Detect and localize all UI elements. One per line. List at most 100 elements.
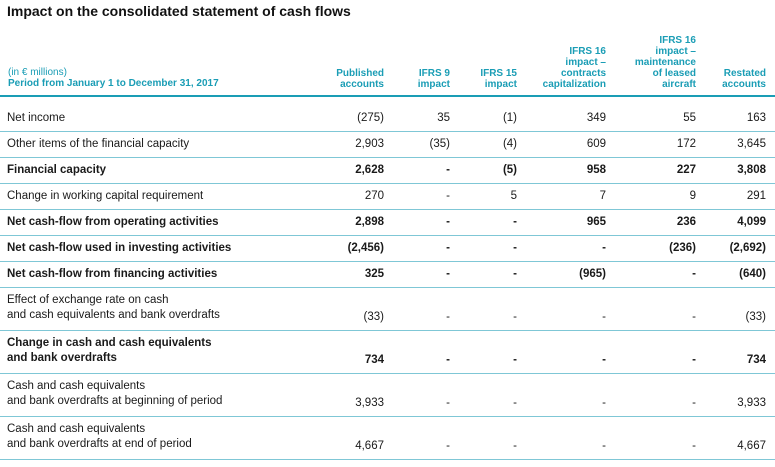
- cash-flow-table: Net income (275) 35 (1) 349 55 163 Other items …: [0, 106, 775, 460]
- table-cell: -: [513, 354, 517, 366]
- table-cell: 236: [676, 216, 696, 228]
- column-header-line: impact: [417, 79, 450, 90]
- row-label: Net cash-flow from operating activities: [7, 215, 219, 230]
- units-label: (in € millions): [8, 67, 67, 78]
- table-cell: (965): [579, 268, 606, 280]
- column-header-line: Restated: [723, 68, 766, 79]
- table-cell: (640): [739, 268, 766, 280]
- row-label-line: and bank overdrafts at beginning of peri…: [7, 395, 223, 407]
- row-label-line: Net cash-flow used in investing activiti…: [7, 242, 232, 254]
- column-header-ifrs15: IFRS 15 impact: [480, 68, 517, 90]
- column-header-ifrs16-maintenance: IFRS 16 impact – maintenance of leased aircr…: [635, 35, 696, 90]
- table-row: Cash and cash equivalents and bank overdr…: [0, 374, 775, 417]
- table-cell: (1): [502, 112, 517, 124]
- column-header-line: impact: [484, 79, 517, 90]
- table-cell: 227: [676, 164, 696, 176]
- table-cell: 2,898: [355, 216, 384, 228]
- table-cell: (2,692): [729, 242, 766, 254]
- table-cell: -: [513, 268, 517, 280]
- column-header-line: impact –: [655, 46, 696, 57]
- column-header-line: Published: [336, 68, 384, 79]
- table-cell: 163: [746, 112, 766, 124]
- row-label-line: Change in cash and cash equivalents: [7, 337, 212, 349]
- table-cell: -: [446, 311, 450, 323]
- row-label: Cash and cash equivalents and bank overdr…: [7, 379, 222, 409]
- page-title: Impact on the consolidated statement of …: [7, 3, 351, 19]
- column-header-ifrs16-contracts: IFRS 16 impact – contracts capitalization: [543, 46, 606, 90]
- table-cell: 4,667: [737, 440, 766, 452]
- table-cell: -: [513, 242, 517, 254]
- table-cell: 609: [586, 138, 606, 150]
- table-row: Change in working capital requirement 270…: [0, 184, 775, 210]
- table-cell: -: [692, 354, 696, 366]
- table-cell: -: [692, 268, 696, 280]
- row-label: Effect of exchange rate on cash and cash …: [7, 293, 220, 323]
- table-cell: 35: [437, 112, 450, 124]
- row-label: Net cash-flow used in investing activiti…: [7, 241, 231, 256]
- row-label-line: Cash and cash equivalents: [7, 380, 146, 392]
- table-cell: -: [446, 354, 450, 366]
- table-cell: -: [513, 311, 517, 323]
- table-row: Net cash-flow from operating activities 2…: [0, 210, 775, 236]
- table-row: Cash and cash equivalents and bank overdr…: [0, 417, 775, 460]
- table-cell: (2,456): [347, 242, 384, 254]
- row-label-line: and bank overdrafts: [7, 352, 117, 364]
- table-row: Other items of the financial capacity 2,9…: [0, 132, 775, 158]
- table-cell: -: [446, 242, 450, 254]
- table-cell: (275): [357, 112, 384, 124]
- table-cell: 2,628: [355, 164, 384, 176]
- table-cell: 2,903: [355, 138, 384, 150]
- column-header-line: IFRS 15: [480, 68, 517, 79]
- table-cell: -: [602, 397, 606, 409]
- table-cell: -: [602, 311, 606, 323]
- table-row: Net income (275) 35 (1) 349 55 163: [0, 106, 775, 132]
- row-label: Cash and cash equivalents and bank overdr…: [7, 422, 192, 452]
- table-cell: 3,808: [737, 164, 766, 176]
- column-header-line: aircraft: [662, 79, 696, 90]
- table-cell: 325: [364, 268, 384, 280]
- table-cell: (33): [745, 311, 766, 323]
- table-cell: -: [446, 190, 450, 202]
- table-row: Net cash-flow from financing activities 3…: [0, 262, 775, 288]
- table-cell: 9: [689, 190, 696, 202]
- table-row: Net cash-flow used in investing activiti…: [0, 236, 775, 262]
- table-cell: 55: [683, 112, 696, 124]
- table-cell: (4): [502, 138, 517, 150]
- row-label-line: Net income: [7, 112, 66, 124]
- table-cell: 7: [599, 190, 606, 202]
- table-cell: (33): [363, 311, 384, 323]
- table-cell: -: [602, 440, 606, 452]
- table-row: Financial capacity 2,628 - (5) 958 227 3,808: [0, 158, 775, 184]
- column-header-published: Published accounts: [336, 68, 384, 90]
- column-header-line: of leased: [652, 68, 696, 79]
- table-cell: -: [692, 311, 696, 323]
- column-header-line: maintenance: [634, 57, 696, 68]
- row-label-line: Change in working capital requirement: [7, 190, 204, 202]
- row-label-line: Net cash-flow from operating activities: [7, 216, 219, 228]
- table-cell: -: [446, 440, 450, 452]
- column-header-line: capitalization: [542, 79, 606, 90]
- row-label-line: Effect of exchange rate on cash: [7, 294, 169, 306]
- table-cell: 349: [586, 112, 606, 124]
- table-cell: 270: [364, 190, 384, 202]
- table-row: Effect of exchange rate on cash and cash …: [0, 288, 775, 331]
- table-cell: (5): [502, 164, 517, 176]
- table-cell: 734: [746, 354, 766, 366]
- table-row: Change in cash and cash equivalents and b…: [0, 331, 775, 374]
- table-cell: -: [446, 268, 450, 280]
- table-cell: 965: [586, 216, 606, 228]
- table-cell: 3,645: [737, 138, 766, 150]
- column-header-line: accounts: [722, 79, 766, 90]
- row-label-line: and cash equivalents and bank overdrafts: [7, 309, 220, 321]
- table-cell: 3,933: [355, 397, 384, 409]
- row-label-line: Other items of the financial capacity: [7, 138, 190, 150]
- table-cell: -: [446, 397, 450, 409]
- table-cell: -: [602, 354, 606, 366]
- table-cell: 5: [510, 190, 517, 202]
- table-cell: -: [513, 397, 517, 409]
- table-cell: 3,933: [737, 397, 766, 409]
- table-cell: 172: [676, 138, 696, 150]
- table-cell: 4,667: [355, 440, 384, 452]
- row-label: Other items of the financial capacity: [7, 137, 189, 152]
- column-header-restated: Restated accounts: [722, 68, 766, 90]
